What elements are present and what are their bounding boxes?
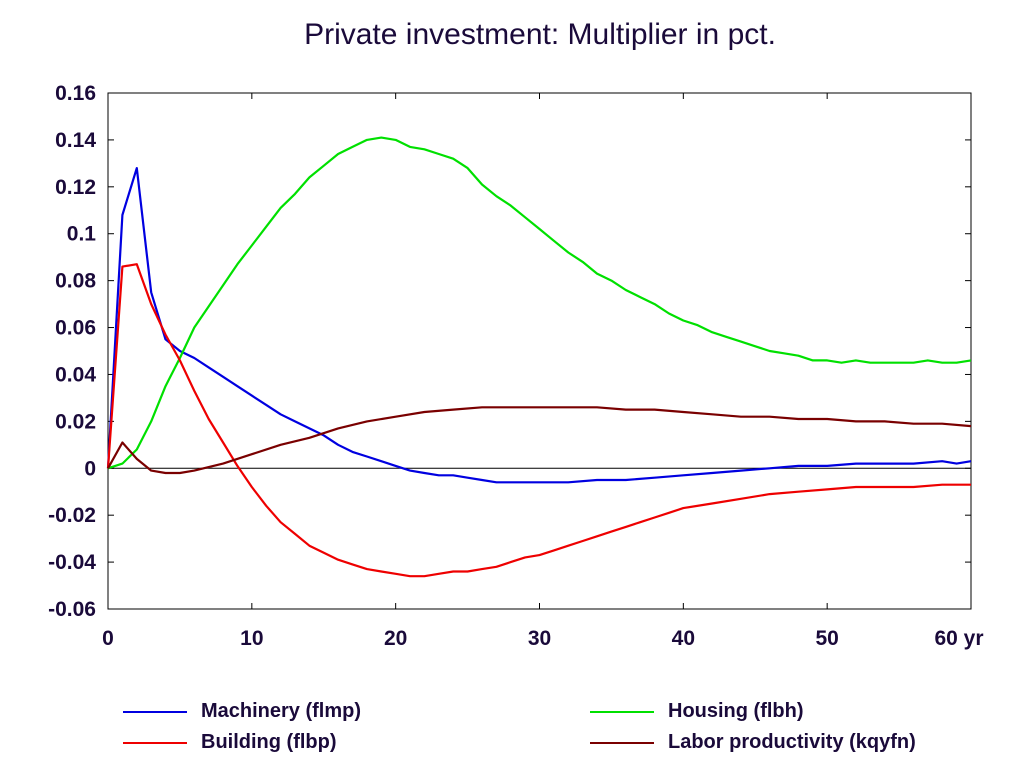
series-line-building [106,263,971,578]
chart-title: Private investment: Multiplier in pct. [304,18,776,51]
plot-frame [107,92,972,610]
y-tick-label: -0.04 [48,551,96,574]
y-tick-label: -0.06 [48,598,96,621]
legend-item-housing: Housing (flbh) [590,700,804,723]
y-tick-label: 0.16 [55,82,96,105]
series-line-machinery [106,167,972,484]
y-tick-label: 0.08 [55,270,96,293]
x-tick-label: 30 [528,627,551,650]
y-tick-label: 0.02 [55,410,96,433]
x-tick-label: 40 [672,627,695,650]
x-tick-label: 0 [102,627,114,650]
legend-swatch-machinery [123,710,187,713]
x-tick-label: 60 yr [934,627,983,650]
legend-label-housing: Housing (flbh) [668,700,804,722]
legend-label-building: Building (flbp) [201,731,337,753]
y-tick-label: -0.02 [48,504,96,527]
y-tick-label: 0.04 [55,363,96,386]
legend-swatch-labor-productivity [590,741,654,744]
legend-item-machinery: Machinery (flmp) [123,700,361,723]
y-tick-label: 0 [84,457,96,480]
axis-ticks: 0.16 0.14 0.12 0.1 0.08 0.06 0.04 0.02 0 -0.02 -0.… [48,82,983,650]
y-tick-label: 0.14 [55,129,96,152]
legend-swatch-building [123,741,187,744]
x-tick-label: 50 [815,627,838,650]
series-lines [106,136,972,578]
legend-swatch-housing [590,710,654,713]
legend-label-labor-productivity: Labor productivity (kqyfn) [668,731,916,753]
series-line-labor-productivity [107,406,972,475]
legend-item-building: Building (flbp) [123,731,337,754]
x-tick-label: 20 [384,627,407,650]
y-tick-label: 0.06 [55,317,96,340]
series-line-housing [107,136,972,470]
y-tick-label: 0.1 [67,223,97,246]
x-tick-label: 10 [240,627,263,650]
y-tick-label: 0.12 [55,176,96,199]
legend-label-machinery: Machinery (flmp) [201,700,362,722]
legend-item-labor-productivity: Labor productivity (kqyfn) [590,731,916,754]
